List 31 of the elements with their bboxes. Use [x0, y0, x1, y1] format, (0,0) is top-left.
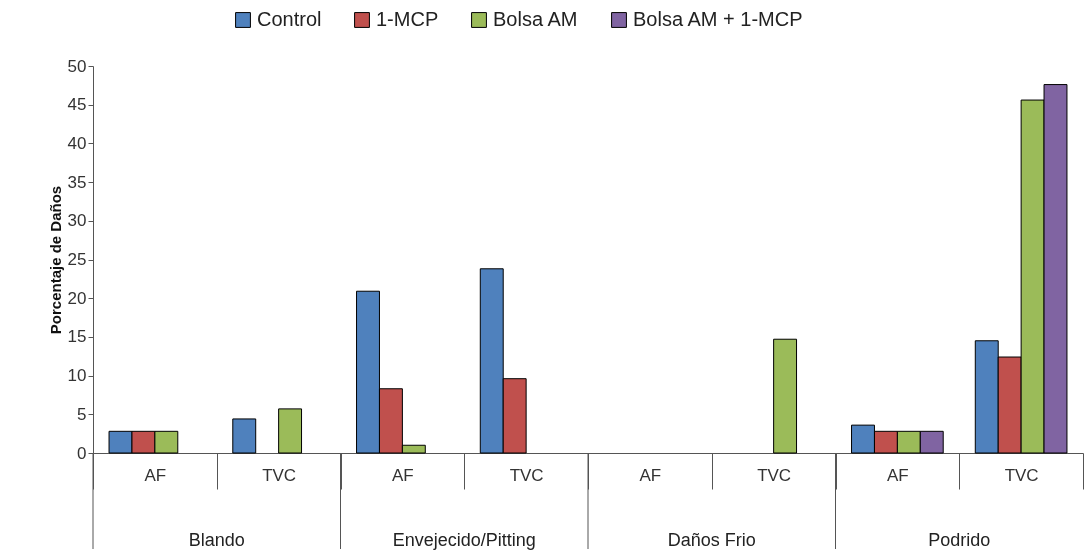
- y-tick-label: 25: [67, 250, 87, 269]
- text: Envejecido/Pitting: [392, 530, 536, 550]
- legend-label: Bolsa AM + 1-MCP: [633, 8, 803, 30]
- y-tick-label: 45: [67, 95, 87, 115]
- x-tick-label: TVC: [262, 465, 297, 485]
- y-tick-label: 50: [67, 56, 87, 76]
- y-tick-label: 10: [67, 366, 87, 386]
- legend-label: 1-MCP: [376, 8, 439, 30]
- text: Podrido: [928, 530, 991, 550]
- y-tick-label: 35: [67, 172, 87, 192]
- x-tick-label: TVC: [1004, 465, 1039, 485]
- y-tick-label: 15: [67, 327, 87, 347]
- y-tick-label: 0: [77, 443, 87, 463]
- x-tick-label: AF: [639, 465, 662, 485]
- x-tick-label: AF: [392, 465, 414, 485]
- y-tick-label: 30: [67, 211, 87, 231]
- x-tick-label: AF: [144, 465, 167, 485]
- legend-label: Control: [257, 8, 322, 30]
- bar: [278, 408, 303, 454]
- y-axis-title: Porcentaje de Daños: [46, 185, 64, 335]
- legend-label: Bolsa AM: [493, 8, 578, 30]
- y-tick-label: 40: [67, 133, 87, 153]
- text: Blando: [188, 530, 245, 550]
- bar: [773, 338, 798, 454]
- text: Daños Frio: [667, 530, 756, 550]
- y-tick-label: 20: [67, 288, 87, 308]
- x-tick-label: TVC: [509, 465, 544, 485]
- bar: [232, 418, 257, 454]
- x-tick-label: TVC: [757, 465, 792, 485]
- x-tick-label: AF: [887, 465, 909, 485]
- y-tick-label: 5: [77, 404, 87, 424]
